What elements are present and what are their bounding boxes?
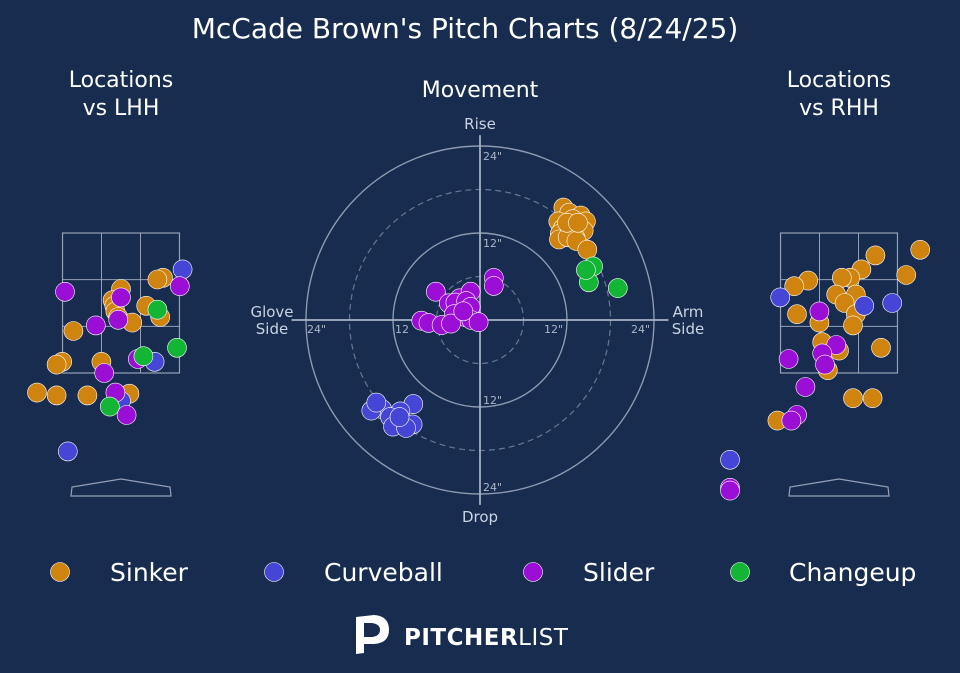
lhh-point-curveball: [172, 259, 193, 280]
legend-label-changeup: Changeup: [789, 558, 916, 587]
ring-label-top-12: 12": [483, 237, 502, 250]
lhh-point-sinker: [46, 385, 67, 406]
rhh-point-slider: [778, 349, 799, 369]
lhh-location-panel: [27, 232, 193, 497]
lhh-point-sinker: [63, 321, 84, 341]
ring-label-top-24: 24": [483, 150, 502, 163]
legend-item-curveball: Curveball: [264, 558, 443, 587]
movement-point-curveball: [389, 407, 410, 427]
movement-title: Movement: [422, 78, 539, 103]
rhh-point-sinker: [843, 388, 863, 409]
movement-panel: [291, 135, 669, 505]
lhh-point-slider: [55, 281, 75, 302]
movement-point-slider: [425, 281, 446, 302]
rhh-point-sinker: [831, 267, 852, 288]
movement-point-slider: [483, 276, 504, 296]
home-plate: [788, 478, 890, 497]
movement-point-changeup: [607, 278, 628, 298]
lhh-point-curveball: [58, 441, 78, 462]
lhh-point-slider: [86, 315, 106, 336]
legend-swatch-curveball: [264, 562, 284, 582]
movement-point-slider: [453, 301, 474, 322]
lhh-point-changeup: [147, 299, 168, 320]
movement-point-sinker: [577, 239, 598, 260]
rhh-point-slider: [720, 480, 740, 501]
ring-label-left-24: 24": [307, 323, 326, 336]
legend-swatch-sinker: [50, 562, 70, 582]
ring-label-right-12: 12": [544, 323, 563, 336]
rhh-point-sinker: [787, 304, 807, 325]
rhh-point-slider: [781, 410, 802, 431]
lhh-point-slider: [94, 363, 114, 383]
lhh-point-slider: [170, 276, 190, 297]
rhh-point-sinker: [871, 337, 891, 358]
legend-item-changeup: Changeup: [730, 558, 916, 587]
ring-label-right-24: 24": [631, 323, 650, 336]
movement-point-slider: [468, 312, 489, 333]
logo-text-pitcher: PITCHER: [404, 625, 518, 651]
rhh-point-sinker: [896, 265, 917, 285]
axis-label-arm-line2: Side: [672, 320, 704, 338]
rhh-point-sinker: [784, 276, 805, 297]
logo-text-list: LIST: [518, 625, 569, 651]
home-plate: [70, 478, 172, 497]
axis-label-glove-line1: Glove: [250, 303, 293, 321]
axis-label-glove-line2: Side: [256, 320, 288, 338]
movement-point-curveball: [366, 392, 387, 413]
axis-label-rise: Rise: [464, 115, 496, 133]
legend-swatch-slider: [523, 562, 543, 582]
lhh-point-sinker: [147, 269, 168, 290]
rhh-point-curveball: [720, 449, 740, 470]
rhh-point-sinker: [910, 240, 931, 260]
lhh-point-sinker: [77, 385, 98, 406]
rhh-point-slider: [809, 301, 830, 322]
lhh-point-sinker: [46, 354, 67, 375]
pitcherlist-p-logo-icon: [356, 615, 389, 654]
rhh-title-line1: Locations: [787, 68, 892, 93]
rhh-point-curveball: [770, 287, 791, 308]
legend-swatch-changeup: [730, 562, 750, 582]
lhh-title-line2: vs LHH: [83, 96, 160, 121]
legend-label-slider: Slider: [583, 558, 655, 587]
ring-label-bottom-12: 12": [483, 394, 502, 407]
rhh-point-slider: [815, 354, 835, 375]
rhh-point-sinker: [862, 388, 883, 409]
lhh-point-slider: [108, 309, 128, 330]
rhh-point-sinker: [843, 315, 863, 336]
lhh-point-changeup: [133, 346, 154, 367]
lhh-point-changeup: [100, 396, 120, 417]
rhh-title-line2: vs RHH: [799, 96, 879, 121]
rhh-point-slider: [795, 377, 816, 397]
lhh-point-changeup: [167, 337, 187, 358]
movement-point-sinker: [568, 213, 588, 233]
legend-item-sinker: Sinker: [50, 558, 189, 587]
legend-label-sinker: Sinker: [110, 558, 189, 587]
pitcherlist-logo: PITCHERLIST: [356, 615, 569, 654]
ring-label-bottom-24: 24": [483, 481, 502, 494]
axis-label-drop: Drop: [462, 508, 498, 526]
rhh-point-curveball: [854, 295, 875, 316]
lhh-point-slider: [111, 287, 131, 308]
ring-label-left-12: 12: [395, 323, 409, 336]
rhh-point-sinker: [865, 245, 886, 266]
lhh-title-line1: Locations: [69, 68, 174, 93]
rhh-point-curveball: [882, 293, 903, 313]
chart-title: McCade Brown's Pitch Charts (8/24/25): [192, 12, 739, 45]
lhh-point-sinker: [27, 382, 47, 403]
axis-label-arm-line1: Arm: [673, 303, 704, 321]
strike-zone-box: [61, 232, 181, 374]
rhh-location-panel: [720, 232, 931, 501]
legend-item-slider: Slider: [523, 558, 655, 587]
legend-label-curveball: Curveball: [324, 558, 443, 587]
logo-wordmark: PITCHERLIST: [404, 625, 569, 651]
movement-point-slider: [441, 313, 461, 334]
legend: Sinker Curveball Slider Changeup: [50, 558, 916, 587]
lhh-point-slider: [116, 405, 137, 425]
movement-point-changeup: [576, 260, 596, 280]
